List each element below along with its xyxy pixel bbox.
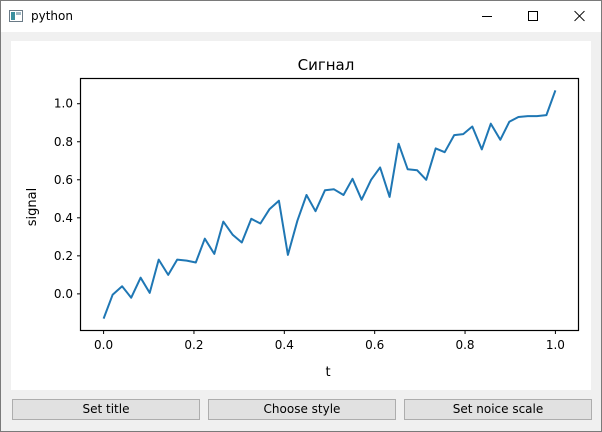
maximize-icon — [528, 11, 538, 21]
y-tick-label: 0.2 — [54, 249, 73, 263]
window-title: python — [31, 9, 73, 23]
y-tick-label: 1.0 — [54, 97, 73, 111]
x-tick-label: 0.4 — [275, 338, 294, 352]
signal-chart: Сигнал t signal 0.0 0.2 0.4 0.6 0.8 1.0 0.0 0.2… — [25, 56, 580, 380]
chart-title: Сигнал — [298, 56, 355, 74]
plot-frame — [79, 77, 580, 332]
y-tick-label: 0.4 — [54, 211, 73, 225]
minimize-icon — [482, 16, 492, 17]
x-tick-label: 1.0 — [546, 338, 565, 352]
choose-style-button[interactable]: Choose style — [208, 399, 396, 420]
y-tick-label: 0.0 — [54, 287, 73, 301]
close-button[interactable] — [556, 1, 602, 32]
x-tick-label: 0.6 — [365, 338, 384, 352]
x-tick-label: 0.2 — [184, 338, 203, 352]
title-bar[interactable]: python — [1, 1, 601, 32]
plot-canvas: Сигнал t signal 0.0 0.2 0.4 0.6 0.8 1.0 0.0 0.2… — [11, 41, 591, 390]
minimize-button[interactable] — [464, 1, 510, 32]
x-tick-label: 0.0 — [94, 338, 113, 352]
x-axis-label: t — [325, 365, 330, 380]
maximize-button[interactable] — [510, 1, 556, 32]
x-tick-label: 0.8 — [455, 338, 474, 352]
set-title-button[interactable]: Set title — [12, 399, 200, 420]
y-axis-label: signal — [25, 188, 40, 226]
signal-line — [102, 90, 557, 319]
y-tick-label: 0.6 — [54, 173, 73, 187]
python-app-icon — [9, 10, 23, 22]
set-noise-scale-button[interactable]: Set noice scale — [404, 399, 592, 420]
y-tick-label: 0.8 — [54, 135, 73, 149]
